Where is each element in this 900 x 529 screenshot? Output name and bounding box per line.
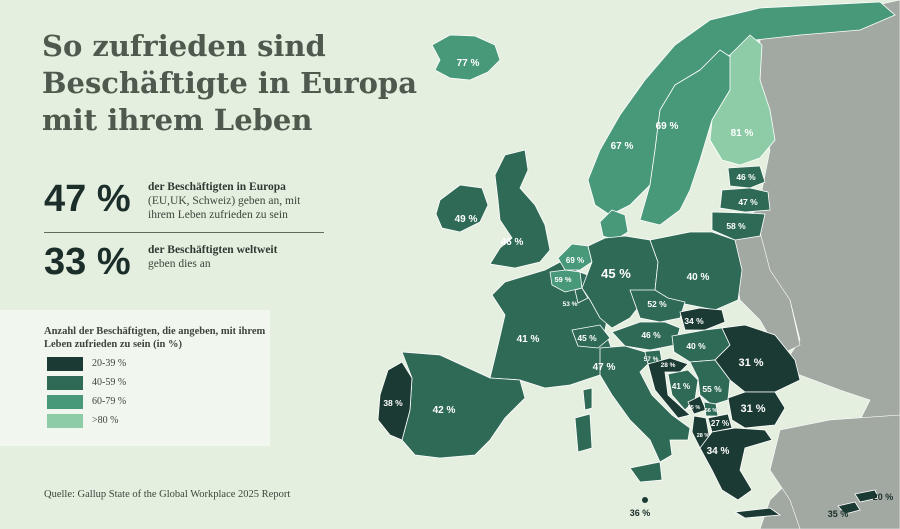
north-macedonia-shape [707, 413, 733, 433]
label-hungary: 40 % [686, 341, 706, 351]
title-line-3: mit ihrem Leben [42, 103, 313, 137]
label-croatia: 28 % [661, 362, 676, 369]
legend-label: 60-79 % [92, 396, 127, 407]
denmark-shape [599, 209, 629, 241]
stat-world-value: 33 % [44, 241, 131, 283]
latvia-shape [719, 187, 771, 213]
label-latvia: 47 % [738, 197, 758, 207]
stat-europe-description: der Beschäftigten in Europa (EU,UK, Schw… [148, 180, 323, 222]
label-france: 41 % [517, 334, 540, 345]
label-malta: 36 % [630, 508, 651, 518]
label-belgium: 59 % [554, 275, 571, 284]
source-note: Quelle: Gallup State of the Global Workp… [44, 489, 291, 500]
title-line-2: Beschäftigte in Europa [42, 66, 418, 100]
label-germany: 45 % [601, 266, 631, 281]
stat-europe-value: 47 % [44, 178, 131, 220]
italy-shape [599, 345, 691, 463]
switzerland-shape [571, 324, 611, 349]
sardinia-shape [574, 413, 593, 453]
stat-europe-bold: der Beschäftigten in Europa [148, 181, 286, 193]
label-estonia: 46 % [736, 172, 756, 182]
bulgaria-shape [727, 391, 786, 429]
label-spain: 42 % [433, 405, 456, 416]
label-netherlands: 69 % [566, 256, 584, 265]
stat-world-description: der Beschäftigten weltweit geben dies an [148, 243, 323, 271]
label-montenegro: 35 % [688, 405, 701, 411]
north-cyprus-shape [854, 489, 879, 503]
label-uk: 46 % [501, 237, 524, 248]
label-bulgaria: 31 % [740, 403, 765, 415]
label-finland: 81 % [731, 128, 754, 139]
legend-title: Anzahl der Beschäftigten, die angeben, m… [44, 326, 266, 350]
corsica-shape [582, 387, 593, 411]
crete-shape [733, 507, 782, 519]
label-iceland: 77 % [457, 58, 480, 69]
legend-label: 40-59 % [92, 377, 127, 388]
poland-shape [649, 231, 743, 311]
page-title: So zufrieden sind Beschäftigte in Europa… [42, 28, 432, 139]
uk-shape [489, 149, 551, 269]
lithuania-shape [711, 211, 766, 241]
label-albania: 28 % [697, 433, 710, 439]
label-norway: 67 % [611, 141, 634, 152]
label-lithuania: 58 % [726, 221, 746, 231]
legend-swatch [47, 376, 83, 390]
label-czechia: 52 % [647, 299, 667, 309]
label-switzerland: 45 % [577, 333, 597, 343]
slovakia-shape [679, 307, 726, 331]
legend-swatch [47, 395, 83, 409]
title-line-1: So zufrieden sind [42, 29, 326, 63]
label-cyprus: 35 % [828, 509, 849, 519]
label-romania: 31 % [738, 357, 763, 369]
label-portugal: 38 % [383, 398, 403, 408]
sicily-shape [629, 461, 663, 483]
portugal-shape [377, 361, 413, 441]
malta-shape [642, 497, 648, 503]
label-austria: 46 % [641, 330, 661, 340]
stat-world-text: geben dies an [148, 258, 211, 270]
label-luxembourg: 53 % [563, 301, 578, 308]
label-greece: 34 % [707, 446, 730, 457]
legend: Anzahl der Beschäftigten, die angeben, m… [0, 310, 270, 446]
label-slovenia: 57 % [644, 356, 659, 363]
stat-divider [44, 232, 324, 233]
label-italy: 47 % [593, 362, 616, 373]
legend-swatch [47, 414, 83, 428]
croatia-shape [647, 357, 691, 419]
serbia-shape [689, 359, 731, 406]
greece-shape [699, 427, 773, 501]
czechia-shape [629, 289, 686, 323]
label-bosnia: 41 % [672, 382, 690, 391]
label-sweden: 69 % [656, 121, 679, 132]
ireland-shape [435, 184, 489, 233]
legend-swatch [47, 357, 83, 371]
cyprus-shape [837, 501, 861, 515]
stat-world-bold: der Beschäftigten weltweit [148, 244, 278, 256]
iceland-shape [431, 34, 501, 81]
estonia-shape [727, 165, 766, 189]
label-slovakia: 34 % [684, 316, 704, 326]
label-kosovo: 56 % [705, 408, 718, 414]
label-ireland: 49 % [455, 214, 478, 225]
stat-europe-text: (EU,UK, Schweiz) geben an, mit ihrem Leb… [148, 195, 301, 221]
legend-label: 20-39 % [92, 358, 127, 369]
label-serbia: 55 % [702, 384, 722, 394]
legend-label: >80 % [92, 415, 119, 426]
luxembourg-shape [574, 287, 589, 304]
label-poland: 40 % [687, 272, 710, 283]
finland-shape [709, 34, 776, 166]
label-north-macedonia: 27 % [711, 419, 729, 428]
label-north-cyprus: 20 % [873, 492, 894, 502]
